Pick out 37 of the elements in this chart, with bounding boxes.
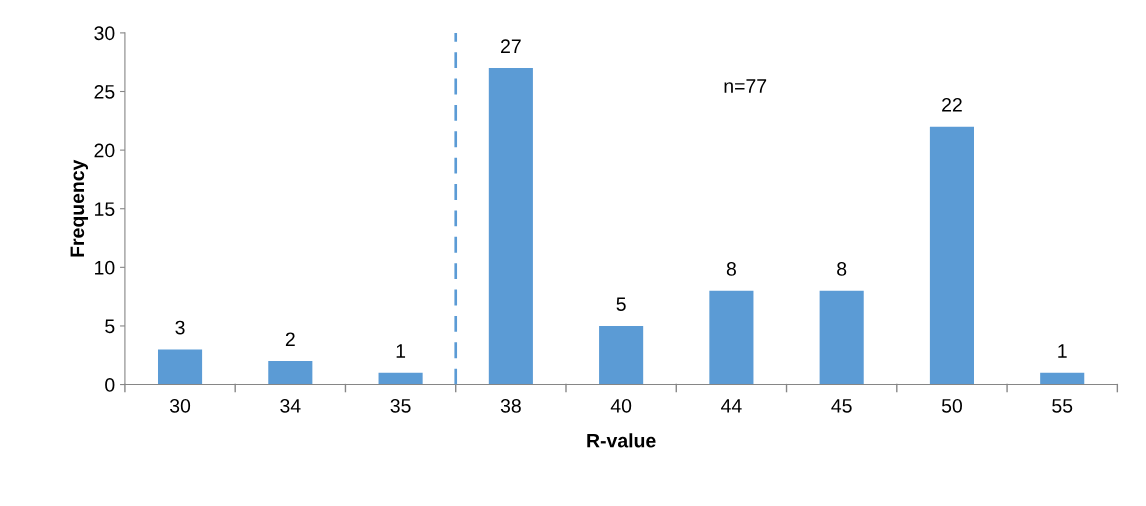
data-label: 1 [396,344,406,358]
y-axis-title: Frequency [70,159,89,257]
data-label: 5 [616,297,626,311]
x-tick-label: 40 [610,398,632,413]
y-tick-label: 20 [94,143,115,158]
annotation: n=77 [724,79,767,93]
x-tick-label: 44 [721,399,742,413]
y-tick-label: 0 [105,378,115,392]
data-label: 3 [175,320,185,335]
y-tick-label: 30 [94,26,115,41]
bar [709,290,754,385]
data-label: 8 [837,262,847,276]
data-label: 27 [501,39,521,53]
data-label: 1 [1058,344,1067,358]
x-tick-label: 45 [831,399,852,413]
x-tick-label: 30 [169,398,191,413]
x-tick-label: 50 [941,398,962,413]
bar [929,126,974,385]
x-axis-title: R-value [587,433,656,448]
x-tick-label: 38 [500,398,521,413]
x-tick-label: 34 [280,398,301,413]
bar [819,290,864,385]
bar [599,325,644,385]
y-tick-label: 15 [95,202,115,216]
bar [488,68,533,385]
y-tick-label: 5 [105,319,115,334]
x-tick-label: 35 [390,398,411,413]
x-tick-label: 55 [1052,399,1073,413]
data-label: 8 [726,262,736,276]
bar [158,349,203,385]
y-tick-label: 25 [94,84,115,99]
bar [268,361,313,385]
bar [1040,372,1085,385]
y-tick-label: 10 [95,260,115,275]
bar [378,372,423,385]
data-label: 22 [942,97,962,112]
data-label: 2 [285,332,295,346]
